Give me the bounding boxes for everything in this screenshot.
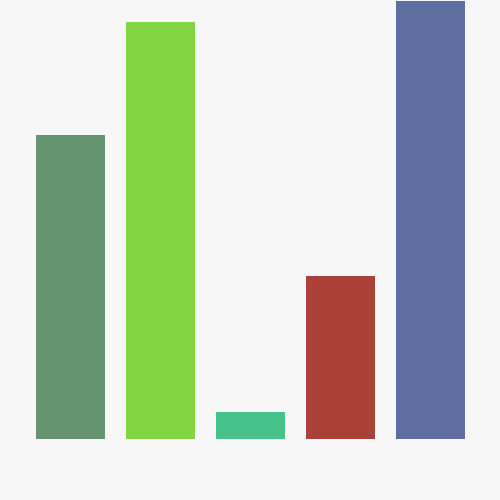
bar-2 bbox=[126, 22, 195, 439]
bar-4 bbox=[306, 276, 375, 439]
bar-5 bbox=[396, 1, 465, 439]
bar-3 bbox=[216, 412, 285, 439]
bar-1 bbox=[36, 135, 105, 439]
